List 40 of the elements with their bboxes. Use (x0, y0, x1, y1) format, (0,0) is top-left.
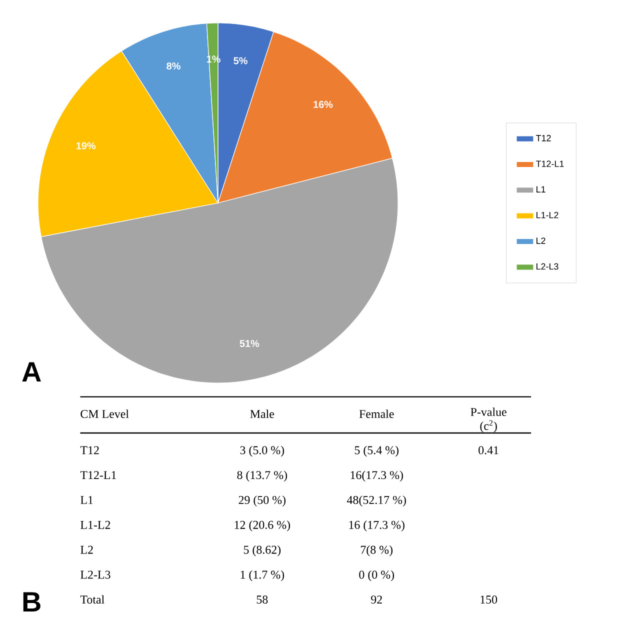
data-label: 16% (314, 100, 333, 108)
legend-label: L2 (536, 238, 546, 244)
category-label: CM Level (80, 410, 129, 418)
text: T12-L1 (80, 471, 116, 480)
text: L2 (80, 546, 93, 554)
text: 48(52.17 %) (346, 496, 406, 506)
text: 5 (5.4 %) (354, 446, 398, 457)
text: L2-L3 (80, 570, 110, 579)
text: Total (80, 595, 104, 604)
legend-label: L2-L3 (536, 263, 558, 270)
text: 12 (20.6 %) (234, 520, 290, 532)
text: 7(8 %) (360, 545, 393, 556)
text: B (23, 592, 40, 612)
category-label: Female (359, 410, 394, 418)
text: 16(17.3 %) (350, 470, 403, 482)
legend-label: L1-L2 (536, 212, 558, 218)
text: 5 (8.62) (244, 545, 281, 556)
category-label: P-value (c$^{2}$) (470, 408, 506, 432)
text: L1-L2 (80, 520, 110, 529)
text: 29 (50 %) (238, 496, 286, 506)
data-label: 8% (166, 62, 180, 70)
text: L1 (80, 496, 93, 504)
text: 8 (13.7 %) (237, 470, 288, 482)
data-label: 5% (234, 57, 248, 64)
text: T12 (80, 446, 99, 454)
text: 1 (1.7 %) (240, 570, 284, 582)
text: 3 (5.0 %) (240, 446, 284, 457)
text: 16 (17.3 %) (349, 520, 404, 532)
text: A (22, 362, 41, 382)
text: 0 (0 %) (359, 570, 394, 582)
text: 0.41 (478, 446, 498, 454)
text: 58 (256, 596, 268, 604)
category-label: Male (250, 410, 274, 418)
text: 92 (371, 596, 382, 604)
data-label: 19% (76, 142, 96, 150)
legend-label: T12-L1 (536, 160, 564, 167)
text: 150 (480, 596, 498, 604)
legend-label: T12 (536, 134, 551, 142)
data-label: 51% (240, 340, 260, 348)
legend-label: L1 (536, 186, 546, 192)
